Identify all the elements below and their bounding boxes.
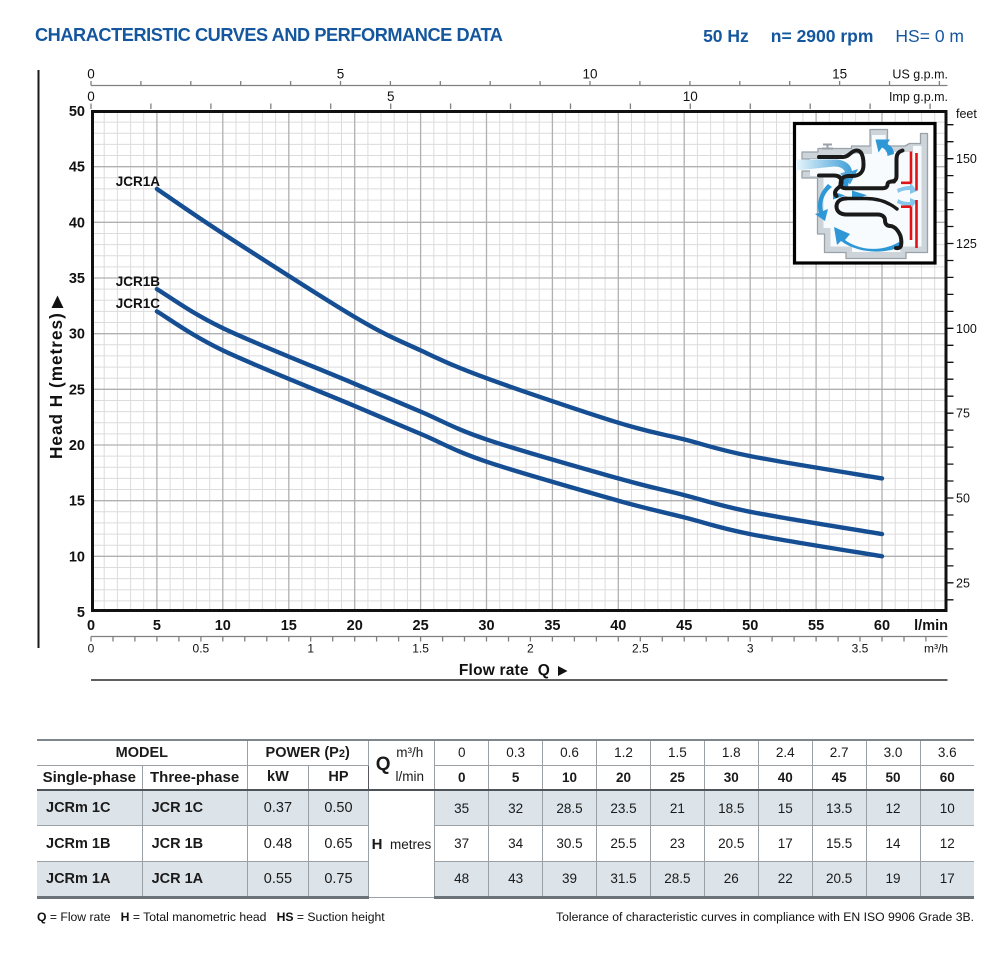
- svg-text:50: 50: [742, 618, 758, 634]
- svg-text:3: 3: [747, 642, 754, 656]
- svg-text:10: 10: [215, 618, 231, 634]
- svg-text:15: 15: [832, 67, 847, 82]
- svg-text:50: 50: [956, 492, 970, 506]
- svg-text:50: 50: [69, 104, 85, 120]
- svg-text:40: 40: [69, 215, 85, 231]
- svg-text:20: 20: [347, 618, 363, 634]
- svg-text:0: 0: [87, 67, 95, 82]
- svg-text:3.5: 3.5: [852, 642, 869, 656]
- svg-text:55: 55: [808, 618, 824, 634]
- svg-text:Flow rate Q: Flow rate Q: [459, 662, 550, 679]
- svg-text:60: 60: [874, 618, 890, 634]
- svg-text:1: 1: [307, 642, 314, 656]
- svg-text:75: 75: [956, 407, 970, 421]
- svg-text:5: 5: [387, 89, 395, 104]
- svg-text:25: 25: [413, 618, 429, 634]
- svg-text:25: 25: [956, 576, 970, 590]
- svg-text:25: 25: [69, 382, 85, 398]
- svg-text:10: 10: [69, 549, 85, 565]
- svg-text:10: 10: [683, 89, 698, 104]
- svg-text:Head H (metres): Head H (metres): [46, 312, 66, 459]
- svg-text:JCR1C: JCR1C: [116, 296, 161, 311]
- svg-text:5: 5: [153, 618, 161, 634]
- svg-text:0.5: 0.5: [193, 642, 210, 656]
- svg-text:45: 45: [676, 618, 692, 634]
- svg-text:0: 0: [88, 642, 95, 656]
- svg-text:100: 100: [956, 322, 977, 336]
- svg-text:20: 20: [69, 438, 85, 454]
- svg-text:125: 125: [956, 237, 977, 251]
- svg-text:5: 5: [77, 605, 85, 621]
- svg-text:35: 35: [544, 618, 560, 634]
- svg-text:45: 45: [69, 160, 85, 176]
- svg-text:US g.p.m.: US g.p.m.: [892, 68, 948, 82]
- svg-text:0: 0: [87, 618, 95, 634]
- svg-text:30: 30: [478, 618, 494, 634]
- svg-text:JCR1B: JCR1B: [116, 274, 161, 289]
- svg-text:l/min: l/min: [914, 618, 948, 634]
- svg-text:1.5: 1.5: [412, 642, 429, 656]
- svg-text:2: 2: [527, 642, 534, 656]
- svg-text:10: 10: [582, 67, 597, 82]
- svg-text:30: 30: [69, 327, 85, 343]
- svg-text:40: 40: [610, 618, 626, 634]
- svg-text:Imp g.p.m.: Imp g.p.m.: [889, 90, 948, 104]
- svg-text:15: 15: [281, 618, 297, 634]
- svg-text:5: 5: [337, 67, 345, 82]
- svg-text:35: 35: [69, 271, 85, 287]
- svg-text:feet: feet: [956, 107, 977, 121]
- svg-text:150: 150: [956, 152, 977, 166]
- svg-text:15: 15: [69, 494, 85, 510]
- svg-text:JCR1A: JCR1A: [116, 174, 161, 189]
- svg-text:m³/h: m³/h: [924, 642, 948, 656]
- svg-text:2.5: 2.5: [632, 642, 649, 656]
- svg-text:0: 0: [87, 89, 95, 104]
